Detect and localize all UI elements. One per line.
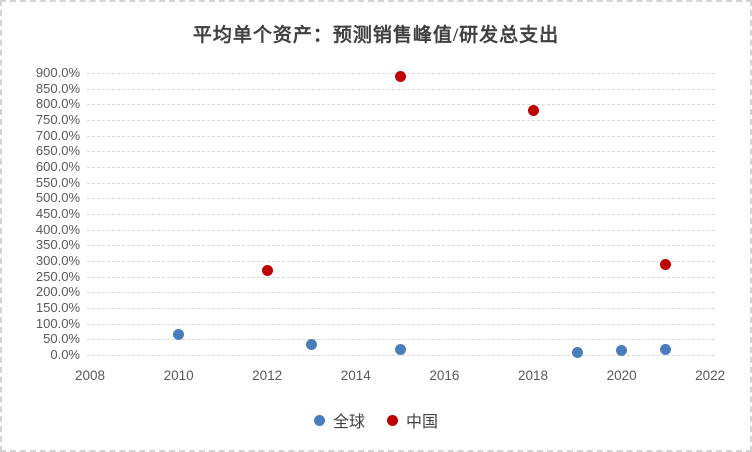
gridline	[87, 245, 715, 247]
y-axis-tick-label: 650.0%	[35, 143, 80, 159]
legend-marker-china-icon	[387, 414, 398, 426]
gridline	[87, 229, 715, 231]
y-axis-tick-label: 400.0%	[35, 221, 80, 237]
y-axis-tick-label: 600.0%	[35, 159, 80, 174]
legend: 全球 中国	[2, 408, 750, 432]
data-point-china[interactable]	[527, 105, 539, 117]
gridline	[87, 120, 715, 121]
data-point-global[interactable]	[571, 346, 583, 358]
legend-label-china: 中国	[406, 414, 439, 431]
gridline	[87, 323, 715, 325]
y-axis-tick-label: 0.0%	[50, 347, 80, 362]
x-axis-tick-label: 2016	[429, 368, 460, 383]
x-axis-tick-label: 2014	[340, 368, 371, 383]
gridline	[87, 104, 715, 106]
legend-label-global: 全球	[332, 414, 365, 431]
y-axis-tick-label: 350.0%	[35, 237, 80, 253]
x-axis-tick-label: 2010	[163, 368, 194, 383]
y-axis-tick-label: 800.0%	[35, 96, 80, 112]
chart-title: 平均单个资产：预测销售峰值/研发总支出	[192, 25, 560, 46]
x-axis-tick-label: 2022	[695, 368, 726, 383]
y-axis-tick-label: 300.0%	[35, 253, 80, 268]
data-point-global[interactable]	[306, 338, 317, 350]
x-axis-tick-label: 2012	[252, 368, 283, 383]
data-point-china[interactable]	[660, 258, 672, 270]
y-axis-tick-label: 500.0%	[35, 190, 80, 206]
y-axis-tick-label: 50.0%	[43, 331, 80, 347]
data-point-global[interactable]	[616, 345, 628, 357]
data-point-china[interactable]	[394, 70, 406, 82]
gridline	[87, 292, 715, 294]
gridline	[87, 355, 715, 356]
y-axis-tick-label: 150.0%	[35, 300, 80, 315]
gridline	[87, 276, 715, 278]
gridline	[87, 167, 715, 168]
x-axis-tick-label: 2020	[606, 368, 637, 383]
y-axis-tick-label: 550.0%	[35, 174, 80, 190]
y-axis-tick-label: 250.0%	[35, 268, 80, 284]
gridline	[87, 88, 715, 90]
x-axis-tick-label: 2008	[74, 368, 106, 383]
gridline	[87, 261, 715, 262]
gridline	[87, 339, 715, 341]
data-point-global[interactable]	[173, 329, 185, 341]
data-point-global[interactable]	[660, 343, 672, 355]
gridline	[87, 198, 715, 200]
y-axis-tick-label: 100.0%	[35, 315, 80, 331]
y-axis-tick-label: 850.0%	[35, 80, 80, 96]
y-axis-tick-label: 900.0%	[35, 65, 80, 80]
data-point-global[interactable]	[394, 344, 406, 356]
legend-marker-global-icon	[313, 414, 325, 426]
y-axis-tick-label: 700.0%	[35, 127, 80, 143]
data-point-china[interactable]	[261, 264, 273, 276]
gridline	[87, 182, 715, 184]
gridline	[87, 151, 715, 153]
gridline	[87, 308, 715, 309]
legend-item-china[interactable]: 中国	[387, 408, 438, 432]
gridline	[87, 135, 715, 137]
x-axis-tick-label: 2018	[517, 368, 549, 383]
y-axis-tick-label: 200.0%	[35, 284, 80, 300]
gridline	[87, 214, 715, 215]
y-axis-tick-label: 750.0%	[35, 112, 80, 127]
y-axis-tick-label: 450.0%	[35, 206, 80, 221]
legend-item-global[interactable]: 全球	[313, 408, 365, 432]
